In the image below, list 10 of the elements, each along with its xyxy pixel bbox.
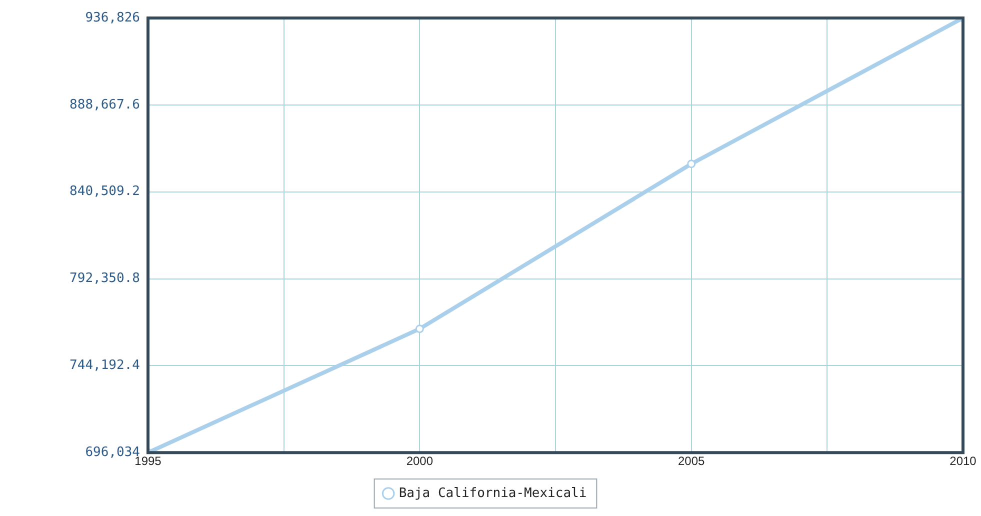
x-tick-label: 2005: [678, 454, 706, 468]
legend-label: Baja California-Mexicali: [398, 486, 587, 501]
y-tick-label: 792,350.8: [70, 271, 140, 286]
y-tick-label: 840,509.2: [70, 184, 140, 200]
x-tick-label: 1995: [134, 454, 162, 468]
y-tick-label: 936,826: [85, 10, 140, 26]
x-tick-label: 2010: [950, 454, 977, 468]
x-tick-label: 2000: [406, 454, 434, 468]
y-tick-label: 744,192.4: [70, 358, 140, 374]
y-tick-label: 888,667.6: [70, 97, 140, 112]
